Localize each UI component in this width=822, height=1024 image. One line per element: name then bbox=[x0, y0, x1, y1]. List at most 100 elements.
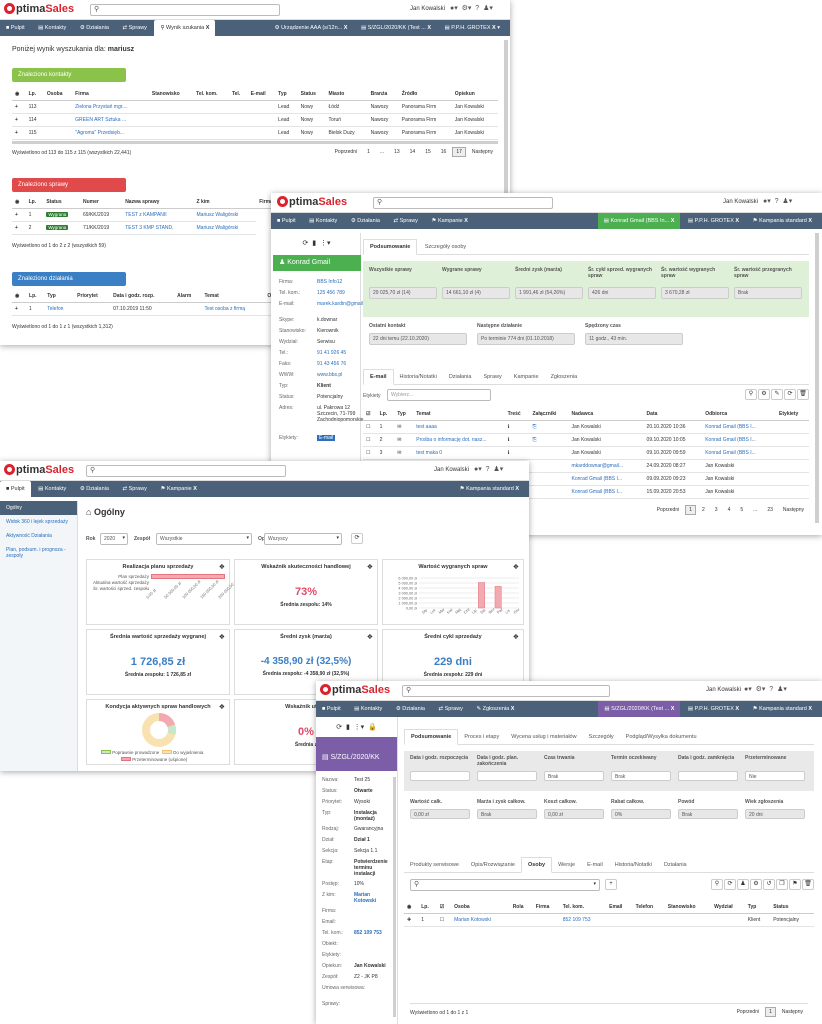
trash-icon[interactable]: 🗑 bbox=[797, 389, 809, 400]
nav-pulpit[interactable]: ■ Pulpit bbox=[6, 25, 25, 31]
nav-sprawy[interactable]: ⇄ Sprawy bbox=[393, 218, 418, 224]
expand-icon[interactable]: + bbox=[12, 221, 26, 235]
tab-summary[interactable]: Podsumowanie bbox=[363, 239, 418, 255]
info-icon[interactable]: ℹ bbox=[504, 433, 530, 447]
pager-item[interactable]: Następny bbox=[782, 507, 804, 513]
user-name[interactable]: Jan Kowalski bbox=[723, 199, 759, 205]
case-tab-0[interactable]: Podsumowanie bbox=[404, 729, 459, 745]
edit-icon[interactable]: ✎ bbox=[771, 389, 783, 400]
expand-icon[interactable]: + bbox=[12, 302, 27, 316]
info-icon[interactable]: ❖ bbox=[512, 634, 519, 641]
expand-icon[interactable]: + bbox=[12, 126, 26, 140]
nav-pulpit[interactable]: ■ Pulpit bbox=[322, 706, 341, 712]
expand-icon[interactable]: + bbox=[12, 100, 26, 114]
case-subtab-2[interactable]: Osoby bbox=[520, 857, 553, 873]
users-icon[interactable]: ♟ bbox=[737, 879, 749, 890]
pager-item[interactable]: 13 bbox=[394, 149, 400, 155]
dashboard-menu-item[interactable]: Ogólny bbox=[0, 501, 77, 515]
column-header[interactable]: Priorytet bbox=[74, 290, 111, 303]
trash-icon[interactable]: 🗑 bbox=[802, 879, 814, 890]
search-input[interactable]: ⚲ bbox=[373, 197, 553, 209]
top-icons[interactable]: ●▾ ? ♟▾ bbox=[474, 466, 504, 473]
column-header[interactable]: Status bbox=[297, 88, 326, 101]
nav-tab-company[interactable]: ▤ P.P.H. GROTEX X bbox=[687, 218, 740, 224]
case-subtab-1[interactable]: Opis/Rozwiązanie bbox=[470, 862, 515, 868]
nav-tab-campaign[interactable]: ⚑ Kampania standard X bbox=[752, 218, 812, 224]
nav-kampanie[interactable]: ⚑ Kampanie X bbox=[431, 218, 468, 224]
column-header[interactable]: Odbiorca bbox=[702, 408, 777, 421]
search-icon[interactable]: ⚲ bbox=[745, 389, 757, 400]
copy-icon[interactable]: ❐ bbox=[776, 879, 788, 890]
column-header[interactable]: Temat bbox=[201, 290, 265, 303]
column-header[interactable]: Załączniki bbox=[529, 408, 569, 421]
email-row[interactable]: ☐ 3 ✉ test maka 0 ℹ Jan Kowalski 09.10.2020 09… bbox=[363, 446, 809, 460]
year-select[interactable]: 2020 ▾ bbox=[100, 533, 128, 545]
subtab-2[interactable]: Działania bbox=[448, 374, 472, 380]
column-header[interactable]: Lp. bbox=[25, 88, 44, 101]
info-icon[interactable]: ❖ bbox=[512, 564, 519, 571]
column-header[interactable]: Osoba bbox=[43, 88, 73, 101]
pager-item[interactable]: 3 bbox=[714, 507, 718, 513]
persons-search-input[interactable]: ⚲ ▾ bbox=[410, 879, 600, 891]
refresh-icon[interactable]: ⟳ bbox=[784, 389, 796, 400]
case-tab-3[interactable]: Szczegóły bbox=[588, 734, 614, 740]
expand-icon[interactable]: + bbox=[12, 208, 26, 222]
row-checkbox[interactable]: ☐ bbox=[436, 913, 452, 927]
add-button[interactable]: + bbox=[605, 879, 617, 890]
column-header[interactable]: Status bbox=[770, 901, 814, 914]
search-input[interactable]: ⚲ bbox=[86, 465, 286, 477]
nav-tab-device[interactable]: ⚙ Urządzenie AAA (s/12n... X bbox=[274, 25, 348, 31]
nav-dzialania[interactable]: ⚙ Działania bbox=[350, 218, 380, 224]
select-all-checkbox[interactable]: ☑ bbox=[436, 901, 452, 914]
case-tab-4[interactable]: Podgląd/Wysyłka dokumentu bbox=[625, 734, 697, 740]
row-checkbox[interactable]: ☐ bbox=[363, 446, 377, 460]
nav-tab-company[interactable]: ▤ P.P.H. GROTEX X bbox=[687, 706, 740, 712]
refresh-button[interactable]: ⟳ bbox=[351, 533, 363, 544]
user-name[interactable]: Jan Kowalski bbox=[434, 467, 470, 473]
column-header[interactable]: Status bbox=[43, 196, 81, 209]
subtab-1[interactable]: Historia/Notatki bbox=[399, 374, 437, 380]
sidebar-toolbar[interactable]: ⟳ ▮ ⋮▾ bbox=[302, 240, 331, 247]
nav-tab-company[interactable]: ▤ P.P.H. GROTEX X ▾ bbox=[444, 25, 500, 31]
nav-pulpit[interactable]: ■ Pulpit bbox=[0, 481, 31, 497]
subtab-5[interactable]: Zgłoszenia bbox=[550, 374, 578, 380]
info-icon[interactable]: ❖ bbox=[366, 634, 373, 641]
expand-icon[interactable]: + bbox=[12, 113, 26, 127]
case-subtab-4[interactable]: E-mail bbox=[587, 862, 603, 868]
emails-pager[interactable]: Poprzedni 1 2 3 4 5... 23 Następny bbox=[652, 505, 809, 515]
case-tab-1[interactable]: Proces i etapy bbox=[464, 734, 500, 740]
tab-details[interactable]: Szczegóły osoby bbox=[424, 244, 467, 250]
case-subtab-3[interactable]: Wersje bbox=[558, 862, 576, 868]
column-header[interactable]: Typ bbox=[44, 290, 75, 303]
column-header[interactable]: Temat bbox=[413, 408, 505, 421]
select-all-checkbox[interactable]: ☑ bbox=[363, 408, 377, 421]
nav-sprawy[interactable]: ⇄ Sprawy bbox=[438, 706, 463, 712]
nav-kontakty[interactable]: ▤ Kontakty bbox=[38, 486, 67, 492]
nav-kontakty[interactable]: ▤ Kontakty bbox=[38, 25, 67, 31]
row-checkbox[interactable]: ☐ bbox=[363, 420, 377, 434]
email-subject[interactable]: Prośba o informację dot. nasz... bbox=[413, 433, 505, 447]
user-name[interactable]: Jan Kowalski bbox=[410, 6, 446, 12]
pager-item[interactable]: 4 bbox=[727, 507, 731, 513]
column-header[interactable]: Treść bbox=[504, 408, 530, 421]
column-header[interactable]: Firma bbox=[72, 88, 149, 101]
column-header[interactable]: Nazwa sprawy bbox=[122, 196, 194, 209]
logo[interactable]: ptimaSales bbox=[277, 196, 347, 208]
undo-icon[interactable]: ↺ bbox=[763, 879, 775, 890]
column-header[interactable]: Typ bbox=[394, 408, 414, 421]
column-header[interactable]: Lp. bbox=[25, 196, 44, 209]
email-row[interactable]: ☐ 2 ✉ Prośba o informację dot. nasz... ℹ ⎘ Jan… bbox=[363, 433, 809, 447]
nav-dzialania[interactable]: ⚙ Działania bbox=[395, 706, 425, 712]
column-header[interactable]: Osoba bbox=[451, 901, 510, 914]
column-header[interactable]: Telefon bbox=[632, 901, 665, 914]
column-header[interactable]: Data bbox=[643, 408, 703, 421]
table-row[interactable]: +1 Wygrana 69/KK/2019 TEST z KAMPANII Marius… bbox=[12, 208, 282, 222]
case-field-value[interactable] bbox=[410, 771, 470, 781]
column-header[interactable]: Typ bbox=[275, 88, 298, 101]
column-header[interactable]: Firma bbox=[532, 901, 560, 914]
column-header[interactable]: Tel. kom. bbox=[193, 88, 229, 101]
column-header[interactable]: E-mail bbox=[247, 88, 276, 101]
team-select[interactable]: Wszystkie ▾ bbox=[156, 533, 252, 545]
column-header[interactable]: Opiekun bbox=[451, 88, 498, 101]
won-bar[interactable] bbox=[478, 582, 485, 609]
